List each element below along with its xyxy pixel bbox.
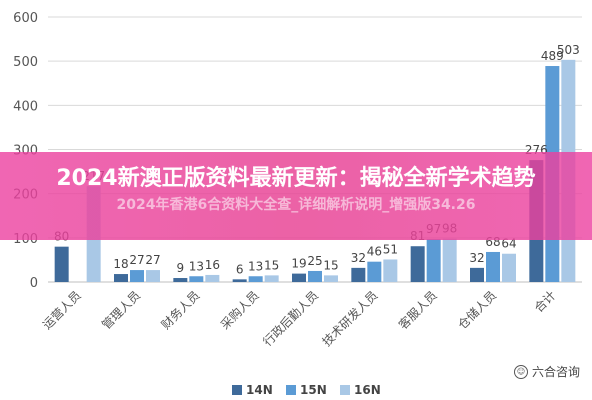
- x-category-label: 客服人员: [395, 288, 440, 333]
- bar-16N: [264, 275, 279, 282]
- x-category-label: 行政后勤人员: [260, 288, 321, 349]
- data-label: 27: [129, 253, 144, 267]
- data-label: 6: [236, 262, 244, 276]
- data-label: 9: [177, 261, 185, 275]
- legend-swatch-14N: [232, 385, 242, 395]
- bar-16N: [502, 253, 516, 282]
- bar-15N: [130, 270, 144, 282]
- x-category-label: 技术研发人员: [319, 288, 381, 350]
- y-tick-label: 600: [13, 11, 38, 26]
- data-label: 13: [189, 259, 204, 273]
- legend-label: 15N: [300, 383, 327, 397]
- x-category-label: 财务人员: [158, 288, 203, 333]
- bar-16N: [205, 274, 220, 282]
- bar-15N: [189, 276, 204, 282]
- bar-14N: [292, 273, 306, 282]
- data-label: 64: [501, 237, 516, 251]
- bar-15N: [248, 276, 263, 282]
- legend-swatch-15N: [286, 385, 296, 395]
- data-label: 13: [248, 259, 263, 273]
- legend-label: 14N: [246, 383, 273, 397]
- data-label: 15: [264, 258, 279, 272]
- data-label: 27: [145, 253, 160, 267]
- bar-15N: [308, 270, 322, 282]
- data-label: 19: [291, 257, 306, 271]
- bar-15N: [367, 261, 382, 282]
- x-category-label: 管理人员: [99, 288, 144, 333]
- bar-16N: [146, 270, 160, 282]
- bar-15N: [426, 239, 441, 282]
- legend: 14N 15N 16N: [232, 383, 381, 397]
- data-label: 46: [367, 245, 382, 259]
- y-axis-ticks: 0100200300400500600: [13, 11, 38, 291]
- bar-14N: [232, 279, 247, 282]
- bar-14N: [114, 274, 128, 282]
- banner-title: 2024新澳正版资料最新更新：揭秘全新学术趋势: [56, 166, 536, 191]
- watermark: ☺ 六合咨询: [513, 363, 580, 380]
- x-category-label: 运营人员: [40, 288, 84, 332]
- bar-14N: [410, 246, 425, 282]
- watermark-text: 六合咨询: [531, 365, 580, 379]
- y-tick-label: 500: [13, 55, 38, 70]
- data-label: 489: [541, 49, 564, 63]
- data-label: 15: [323, 258, 338, 272]
- banner-subtitle: 2024年香港6合资料大全查_详细解析说明_增强版34.26: [116, 197, 476, 213]
- data-label: 51: [383, 242, 398, 256]
- bar-16N: [324, 275, 338, 282]
- y-tick-label: 0: [30, 276, 38, 291]
- bar-16N: [442, 238, 457, 282]
- data-label: 32: [351, 251, 366, 265]
- bar-14N: [470, 267, 484, 282]
- bar-14N: [173, 278, 188, 282]
- x-category-label: 采购人员: [217, 288, 262, 333]
- bar-14N: [54, 246, 69, 282]
- data-label: 503: [557, 43, 580, 57]
- x-category-label: 合计: [531, 288, 559, 316]
- legend-swatch-16N: [340, 385, 350, 395]
- y-tick-label: 400: [13, 99, 38, 114]
- data-label: 32: [469, 251, 484, 265]
- title-banner: 2024年香港6合资料大全查_详细解析说明_增强版34.26 2024新澳正版资…: [0, 152, 592, 240]
- data-label: 25: [307, 254, 322, 268]
- data-label: 16: [205, 258, 220, 272]
- wechat-icon: ☺: [513, 364, 528, 379]
- bar-15N: [486, 251, 500, 282]
- x-category-label: 仓储人员: [455, 288, 500, 333]
- bar-16N: [383, 259, 398, 282]
- legend-label: 16N: [354, 383, 381, 397]
- bar-14N: [351, 267, 366, 282]
- data-label: 18: [113, 257, 128, 271]
